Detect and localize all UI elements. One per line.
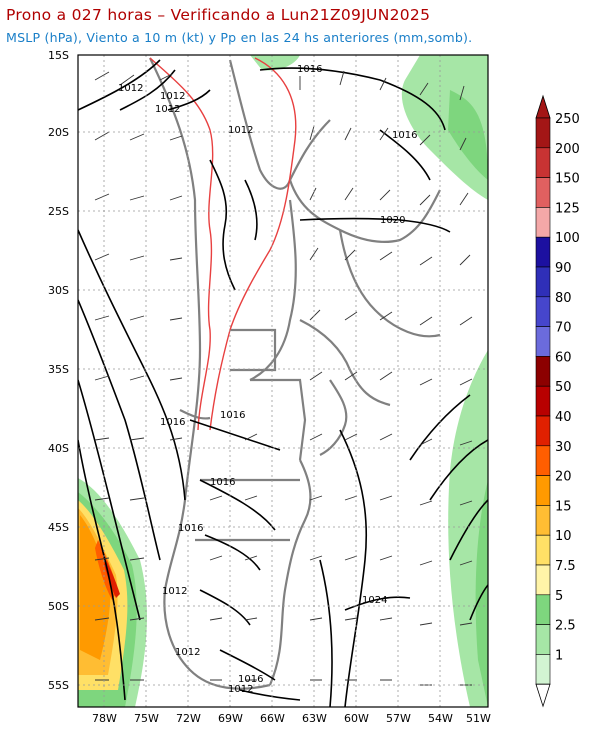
colorbar-swatch — [535, 326, 551, 357]
map-title: Prono a 027 horas – Verificando a Lun21Z… — [6, 6, 431, 24]
colorbar-bottom-arrow — [535, 683, 551, 708]
isobar-label: 1016 — [220, 410, 245, 421]
isobar-label: 1012 — [228, 684, 253, 695]
colorbar-swatches — [535, 94, 551, 708]
colorbar-swatch — [535, 415, 551, 447]
map-subtitle: MSLP (hPa), Viento a 10 m (kt) y Pp en l… — [6, 30, 473, 45]
isobar-label: 1012 — [155, 104, 180, 115]
lat-label: 35S — [48, 363, 69, 376]
lon-label: 63W — [302, 712, 327, 725]
colorbar-swatch — [535, 654, 551, 685]
wind-barbs — [94, 70, 473, 686]
map-frame — [77, 54, 489, 708]
colorbar-swatch — [535, 147, 551, 178]
isobar-label: 1016 — [392, 130, 417, 141]
isobar-label: 1016 — [210, 477, 235, 488]
colorbar-label: 50 — [555, 380, 572, 395]
colorbar-label: 125 — [555, 201, 580, 216]
lon-label: 57W — [386, 712, 411, 725]
isobar-label: 1016 — [178, 523, 203, 534]
lon-label: 51W — [466, 712, 491, 725]
colorbar-label: 2.5 — [555, 619, 576, 634]
isobar-labels: 1012 1012 1012 1012 1016 1016 1020 1016 … — [118, 64, 417, 695]
colorbar-swatch — [535, 236, 551, 268]
latitude-labels: 15S 20S 25S 30S 35S 40S 45S 50S 55S — [48, 49, 69, 692]
colorbar-label: 90 — [555, 261, 572, 276]
colorbar-label: 100 — [555, 231, 580, 246]
colorbar-swatch — [535, 505, 551, 536]
colorbar-swatch — [535, 266, 551, 298]
political-borders — [149, 57, 441, 690]
colorbar-swatch — [535, 475, 551, 506]
isobar-label: 1012 — [175, 647, 200, 658]
isobar-label: 1012 — [162, 586, 187, 597]
colorbar-label: 80 — [555, 291, 572, 306]
isobar-label: 1016 — [297, 64, 322, 75]
terrain-contour — [149, 57, 297, 431]
colorbar-swatch — [535, 177, 551, 208]
lon-label: 54W — [428, 712, 453, 725]
colorbar-label: 5 — [555, 589, 563, 604]
lon-label: 66W — [260, 712, 285, 725]
lat-label: 25S — [48, 205, 69, 218]
lon-label: 69W — [218, 712, 243, 725]
colorbar-label: 15 — [555, 499, 572, 514]
colorbar-label: 20 — [555, 470, 572, 485]
colorbar-swatch — [535, 356, 551, 387]
colorbar-swatch — [535, 385, 551, 417]
colorbar-label: 70 — [555, 321, 572, 336]
isobar-label: 1012 — [228, 125, 253, 136]
isobar-label: 1016 — [238, 674, 263, 685]
colorbar-label: 200 — [555, 142, 580, 157]
map-layers — [78, 55, 488, 707]
lon-label: 75W — [134, 712, 159, 725]
lat-label: 55S — [48, 679, 69, 692]
colorbar-label: 7.5 — [555, 559, 576, 574]
isobar-label: 1012 — [160, 91, 185, 102]
colorbar-swatch — [535, 117, 551, 149]
colorbar-top-arrow — [535, 94, 551, 119]
colorbar-label: 1 — [555, 648, 563, 663]
lat-label: 15S — [48, 49, 69, 62]
isobar-label: 1012 — [118, 83, 143, 94]
colorbar-labels: 250 200 150 125 100 90 80 70 60 50 40 30 20 15 10 7.5 5 2… — [555, 112, 580, 663]
colorbar-swatch — [535, 594, 551, 625]
longitude-labels: 78W 75W 72W 69W 66W 63W 60W 57W 54W 51W — [92, 712, 491, 725]
colorbar-swatch — [535, 624, 551, 655]
lat-label: 20S — [48, 126, 69, 139]
colorbar-swatch — [535, 445, 551, 476]
colorbar-label: 60 — [555, 350, 572, 365]
graticule — [78, 55, 488, 707]
colorbar-swatch — [535, 564, 551, 596]
isobar-label: 1020 — [380, 215, 405, 226]
colorbar-swatch — [535, 296, 551, 327]
colorbar-label: 250 — [555, 112, 580, 127]
isobar-label: 1016 — [160, 417, 185, 428]
lon-label: 72W — [176, 712, 201, 725]
lat-label: 40S — [48, 442, 69, 455]
isobar-label: 1024 — [362, 595, 387, 606]
colorbar-swatch — [535, 207, 551, 238]
colorbar-label: 150 — [555, 172, 580, 187]
lon-label: 78W — [92, 712, 117, 725]
colorbar-swatch — [535, 534, 551, 566]
colorbar-label: 10 — [555, 529, 572, 544]
lat-label: 30S — [48, 284, 69, 297]
lon-label: 60W — [344, 712, 369, 725]
colorbar-label: 40 — [555, 410, 572, 425]
lat-label: 45S — [48, 521, 69, 534]
lat-label: 50S — [48, 600, 69, 613]
isobars — [78, 59, 488, 707]
colorbar-label: 30 — [555, 440, 572, 455]
